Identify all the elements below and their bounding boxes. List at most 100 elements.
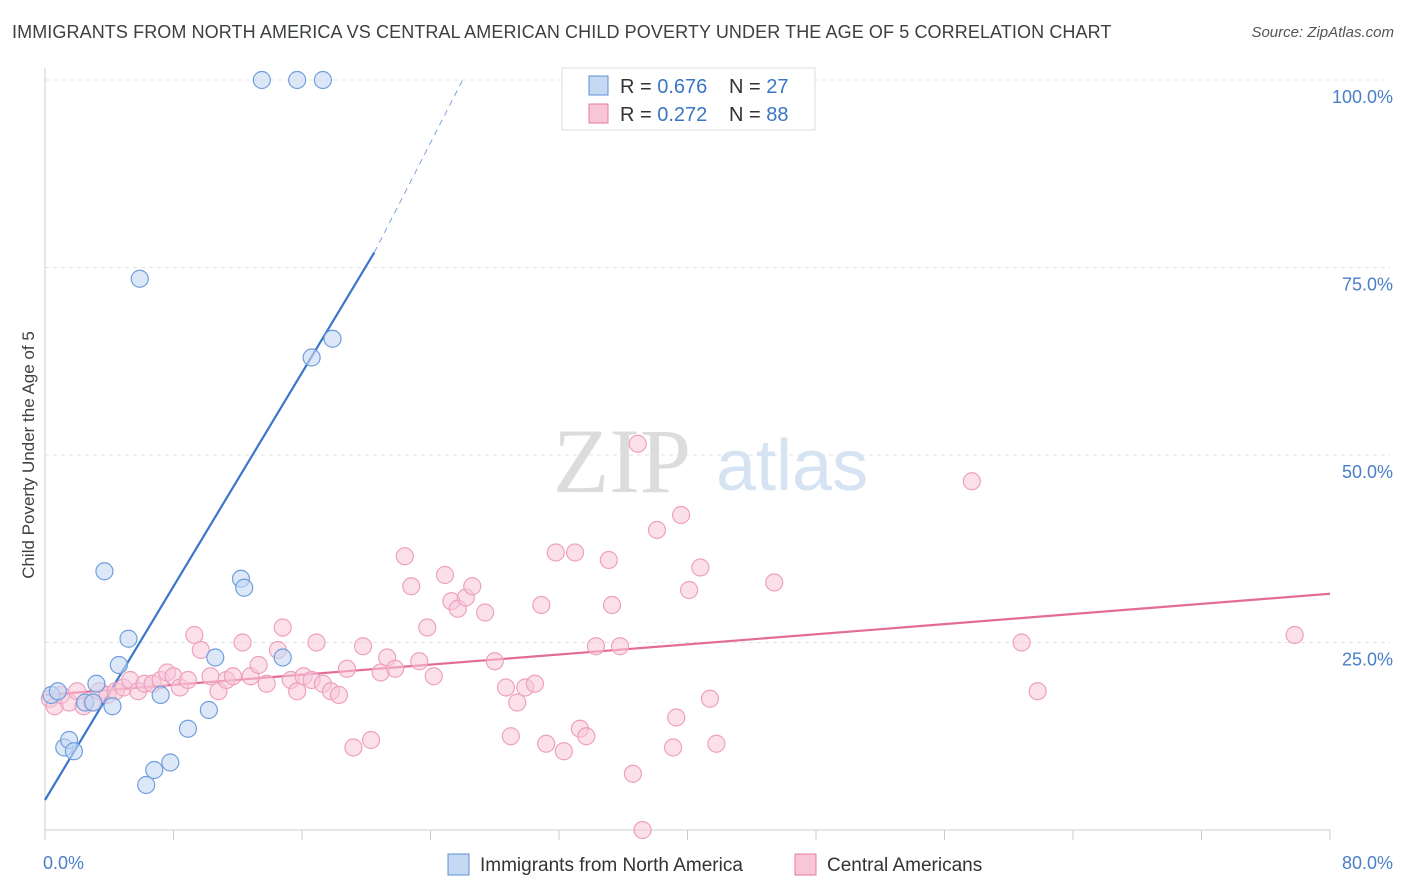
point-central-americans xyxy=(249,655,268,675)
point-immigrants-north-america xyxy=(64,742,84,761)
legend-row-1-n: N = 27 xyxy=(729,76,789,98)
point-central-americans xyxy=(628,434,647,453)
point-immigrants-north-america xyxy=(313,70,332,90)
point-central-americans xyxy=(435,565,455,585)
point-central-americans xyxy=(191,640,210,660)
point-central-americans xyxy=(599,550,618,570)
point-central-americans xyxy=(178,670,198,690)
point-central-americans xyxy=(532,595,551,615)
point-central-americans xyxy=(700,689,720,708)
point-immigrants-north-america xyxy=(151,685,170,705)
point-central-americans xyxy=(410,652,429,671)
x-tick-label-min: 0.0% xyxy=(43,853,84,873)
point-central-americans xyxy=(508,693,527,712)
point-central-americans xyxy=(565,543,585,562)
point-central-americans xyxy=(424,667,443,686)
point-immigrants-north-america xyxy=(288,70,307,90)
point-central-americans xyxy=(554,742,573,761)
point-central-americans xyxy=(485,652,504,671)
point-immigrants-north-america xyxy=(178,719,198,738)
point-immigrants-north-america xyxy=(302,348,321,367)
point-central-americans xyxy=(577,727,596,746)
point-central-americans xyxy=(344,738,363,757)
point-central-americans xyxy=(525,674,545,693)
point-central-americans xyxy=(1028,682,1047,701)
point-central-americans xyxy=(765,573,784,592)
point-central-americans xyxy=(623,764,642,783)
point-immigrants-north-america xyxy=(119,629,138,648)
point-central-americans xyxy=(680,580,699,600)
trendline-blue-dashed xyxy=(373,79,464,253)
point-immigrants-north-america xyxy=(48,682,67,701)
point-immigrants-north-america xyxy=(252,70,271,90)
point-central-americans xyxy=(501,727,520,746)
bottom-legend-label-blue: Immigrants from North America xyxy=(480,855,743,876)
point-central-americans xyxy=(691,558,710,577)
grid-lines xyxy=(45,79,1390,643)
point-central-americans xyxy=(647,520,667,540)
y-tick-label: 75.0% xyxy=(1342,275,1393,295)
point-central-americans xyxy=(201,667,220,686)
y-tick-labels: 100.0% 75.0% 50.0% 25.0% xyxy=(1332,87,1393,670)
x-axis-ticks xyxy=(44,830,1331,840)
point-central-americans xyxy=(671,505,691,525)
point-immigrants-north-america xyxy=(323,329,342,348)
point-central-americans xyxy=(223,667,243,686)
legend-row-1: R = 0.676 xyxy=(620,76,707,98)
point-immigrants-north-america xyxy=(109,655,128,675)
legend-box: R = 0.676 N = 27 R = 0.272 N = 88 xyxy=(561,67,816,131)
point-immigrants-north-america xyxy=(87,674,106,693)
point-central-americans xyxy=(233,633,252,652)
point-central-americans xyxy=(418,618,437,637)
point-central-americans xyxy=(273,618,292,637)
point-central-americans xyxy=(337,659,357,678)
point-immigrants-north-america xyxy=(199,700,218,720)
point-central-americans xyxy=(257,674,276,693)
watermark: ZIP atlas xyxy=(553,410,868,512)
legend-swatch-pink xyxy=(588,103,609,124)
bottom-legend-label-pink: Central Americans xyxy=(827,855,982,876)
trendline-blue-solid xyxy=(44,251,376,801)
point-immigrants-north-america xyxy=(235,578,254,597)
point-central-americans xyxy=(1285,625,1304,645)
point-central-americans xyxy=(402,577,421,596)
legend-swatch-blue xyxy=(588,75,609,96)
point-central-americans xyxy=(395,547,414,566)
points-immigrants-north-america xyxy=(42,70,342,795)
point-immigrants-north-america xyxy=(84,693,103,712)
point-central-americans xyxy=(288,682,307,701)
point-central-americans xyxy=(586,637,606,656)
point-central-americans xyxy=(329,685,349,705)
point-central-americans xyxy=(476,603,495,622)
point-immigrants-north-america xyxy=(137,775,156,795)
point-central-americans xyxy=(185,625,204,645)
legend-row-2: R = 0.272 xyxy=(620,104,707,126)
point-immigrants-north-america xyxy=(145,760,164,780)
point-immigrants-north-america xyxy=(273,648,292,667)
point-central-americans xyxy=(707,734,726,753)
point-immigrants-north-america xyxy=(161,753,180,772)
x-tick-label-max: 80.0% xyxy=(1342,853,1393,873)
y-axis-label: Child Poverty Under the Age of 5 xyxy=(19,331,38,579)
point-central-americans xyxy=(546,543,565,562)
bottom-legend-swatch-pink xyxy=(794,853,817,876)
bottom-legend: Immigrants from North America Central Am… xyxy=(447,853,982,876)
point-immigrants-north-america xyxy=(206,648,225,667)
point-central-americans xyxy=(610,637,630,656)
trendline-immigrants-north-america xyxy=(44,79,464,801)
point-central-americans xyxy=(602,595,622,615)
point-central-americans xyxy=(496,678,516,697)
point-central-americans xyxy=(537,734,556,753)
point-central-americans xyxy=(633,820,652,840)
point-central-americans xyxy=(307,633,326,652)
point-central-americans xyxy=(386,659,405,678)
point-central-americans xyxy=(962,472,981,491)
bottom-legend-swatch-blue xyxy=(447,853,470,876)
point-central-americans xyxy=(667,708,686,727)
point-immigrants-north-america xyxy=(103,697,122,716)
legend-row-2-n: N = 88 xyxy=(729,104,789,126)
y-tick-label: 100.0% xyxy=(1332,87,1393,107)
source-label: Source: ZipAtlas.com xyxy=(1251,24,1394,41)
point-central-americans xyxy=(361,730,381,750)
